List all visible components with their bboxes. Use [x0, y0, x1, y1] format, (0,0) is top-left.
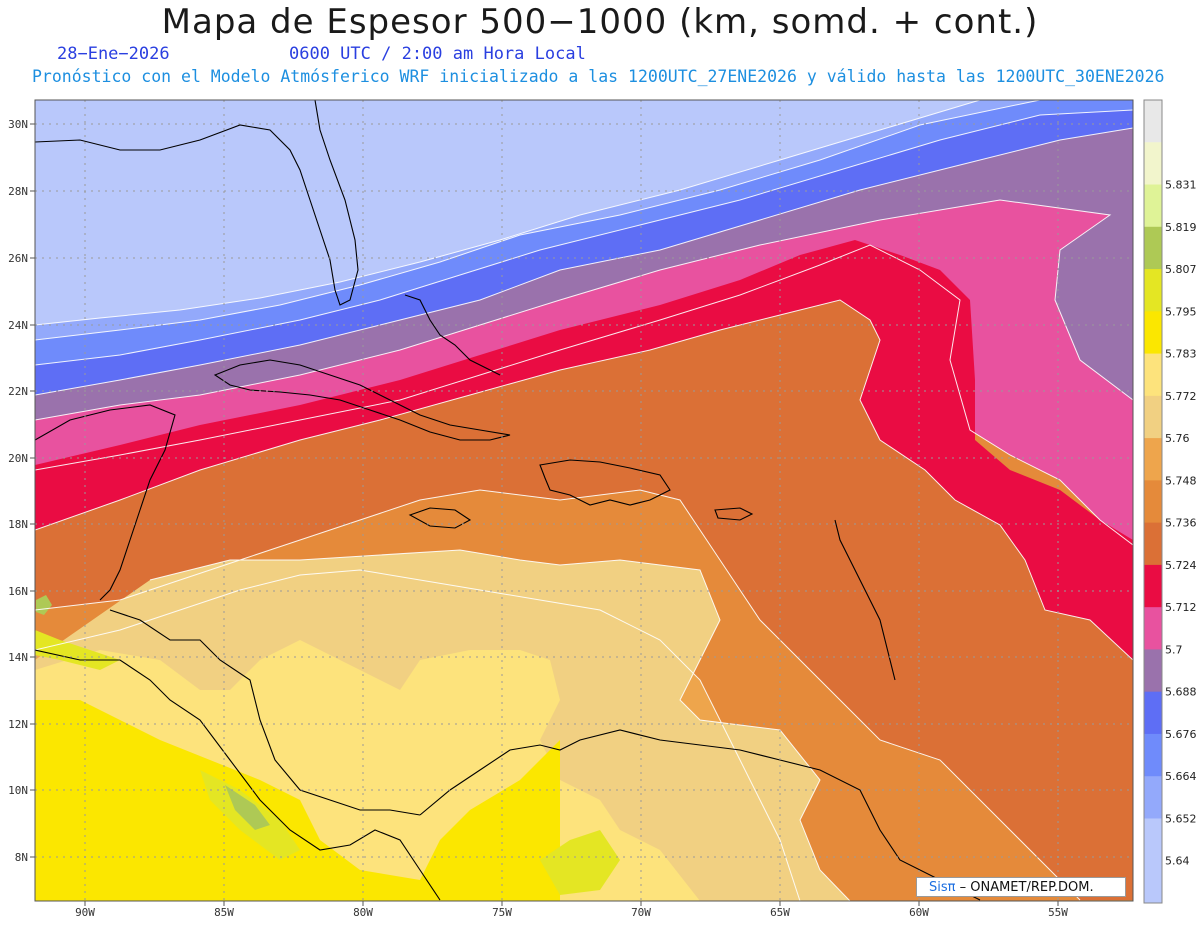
latitude-labels: 30N 28N 26N 24N 22N 20N 18N 16N 14N 12N 10N 8N [8, 118, 35, 864]
hispaniola-coast [539, 459, 671, 506]
band-5724 [35, 300, 1133, 900]
yucatan-coast [35, 404, 176, 601]
lesser-antilles [834, 519, 896, 681]
legend-swatch [1144, 353, 1162, 397]
legend-label: 5.783 [1165, 348, 1197, 361]
legend-label: 5.807 [1165, 263, 1197, 276]
band-5736 [35, 490, 1133, 901]
lon-label-90w: 90W [75, 906, 95, 919]
lon-label-55w: 55W [1048, 906, 1068, 919]
legend-swatch [1144, 818, 1162, 862]
lat-label-12n: 12N [8, 718, 28, 731]
lat-label-30n: 30N [8, 118, 28, 131]
lat-label-18n: 18N [8, 518, 28, 531]
longitude-labels: 90W 85W 80W 75W 70W 65W 60W 55W [75, 901, 1068, 919]
legend-label: 5.688 [1165, 686, 1197, 699]
lat-label-16n: 16N [8, 585, 28, 598]
lon-label-75w: 75W [492, 906, 512, 919]
band-5640 [35, 100, 980, 325]
legend-label: 5.736 [1165, 517, 1197, 530]
band-5807-b [36, 595, 52, 615]
legend-label: 5.652 [1165, 812, 1197, 825]
legend-label: 5.664 [1165, 770, 1197, 783]
credit-box: Sisπ – ONAMET/REP.DOM. [916, 877, 1126, 897]
legend-label: 5.724 [1165, 559, 1197, 572]
lat-label-22n: 22N [8, 385, 28, 398]
central-america-coast [35, 649, 441, 901]
band-5712 [35, 240, 1133, 660]
valid-time: 0600 UTC / 2:00 am Hora Local [289, 44, 586, 64]
legend-swatch [1144, 607, 1162, 650]
lat-label-10n: 10N [8, 784, 28, 797]
legend-swatch [1144, 480, 1162, 524]
lon-label-70w: 70W [631, 906, 651, 919]
band-5783 [35, 700, 560, 901]
color-legend: 5.831 5.819 5.807 5.795 5.783 5.772 5.76 5.748 5… [1143, 99, 1197, 904]
legend-swatch [1144, 649, 1162, 693]
legend-swatch [1144, 564, 1162, 608]
legend-swatch [1144, 776, 1162, 819]
bahamas [404, 294, 501, 376]
lat-label-26n: 26N [8, 252, 28, 265]
legend-swatch [1144, 100, 1162, 143]
legend-label: 5.795 [1165, 305, 1197, 318]
thickness-field [35, 100, 1133, 901]
graticule [35, 100, 1133, 901]
legend-label: 5.819 [1165, 221, 1197, 234]
map-frame [34, 99, 1134, 902]
south-america-coast [419, 729, 981, 901]
lon-label-80w: 80W [353, 906, 373, 919]
legend-swatch [1144, 184, 1162, 228]
legend-swatch [1144, 860, 1162, 904]
legend-label: 5.712 [1165, 601, 1197, 614]
sis-logo: Sisπ [929, 880, 956, 895]
cuba-coast [213, 359, 511, 441]
credit-text: ONAMET/REP.DOM. [970, 880, 1094, 895]
legend-swatch [1144, 522, 1162, 566]
forecast-info: Pronóstico con el Modelo Atmósferico WRF… [32, 67, 1165, 86]
lon-label-85w: 85W [214, 906, 234, 919]
legend-label: 5.64 [1165, 855, 1190, 868]
florida-coast [35, 100, 359, 306]
legend-swatch [1144, 395, 1162, 439]
contour-lines [35, 100, 1133, 901]
legend-swatch [1144, 269, 1162, 312]
legend-swatch [1144, 226, 1162, 270]
legend-frame [1143, 99, 1163, 904]
legend-swatch [1144, 691, 1162, 735]
lat-label-24n: 24N [8, 319, 28, 332]
coastlines [35, 100, 981, 901]
forecast-date: 28−Ene−2026 [57, 44, 170, 64]
lat-label-8n: 8N [15, 851, 28, 864]
legend-swatch [1144, 733, 1162, 777]
legend-label: 5.772 [1165, 390, 1197, 403]
lat-label-28n: 28N [8, 185, 28, 198]
legend-label: 5.831 [1165, 179, 1197, 192]
legend-label: 5.748 [1165, 474, 1197, 487]
legend-label: 5.676 [1165, 728, 1197, 741]
band-5795-c [540, 830, 620, 895]
central-america-caribbean [109, 609, 421, 816]
lon-label-65w: 65W [770, 906, 790, 919]
legend-label: 5.7 [1165, 643, 1183, 656]
band-5807-a [225, 785, 270, 830]
legend-swatch [1144, 142, 1162, 186]
map-title: Mapa de Espesor 500−1000 (km, somd. + co… [161, 2, 1039, 42]
lat-label-14n: 14N [8, 651, 28, 664]
lat-label-20n: 20N [8, 452, 28, 465]
puerto-rico-coast [714, 507, 754, 521]
lon-label-60w: 60W [909, 906, 929, 919]
legend-swatch [1144, 438, 1162, 481]
legend-label: 5.76 [1165, 432, 1190, 445]
legend-swatch [1144, 311, 1162, 355]
jamaica-coast [408, 507, 472, 529]
